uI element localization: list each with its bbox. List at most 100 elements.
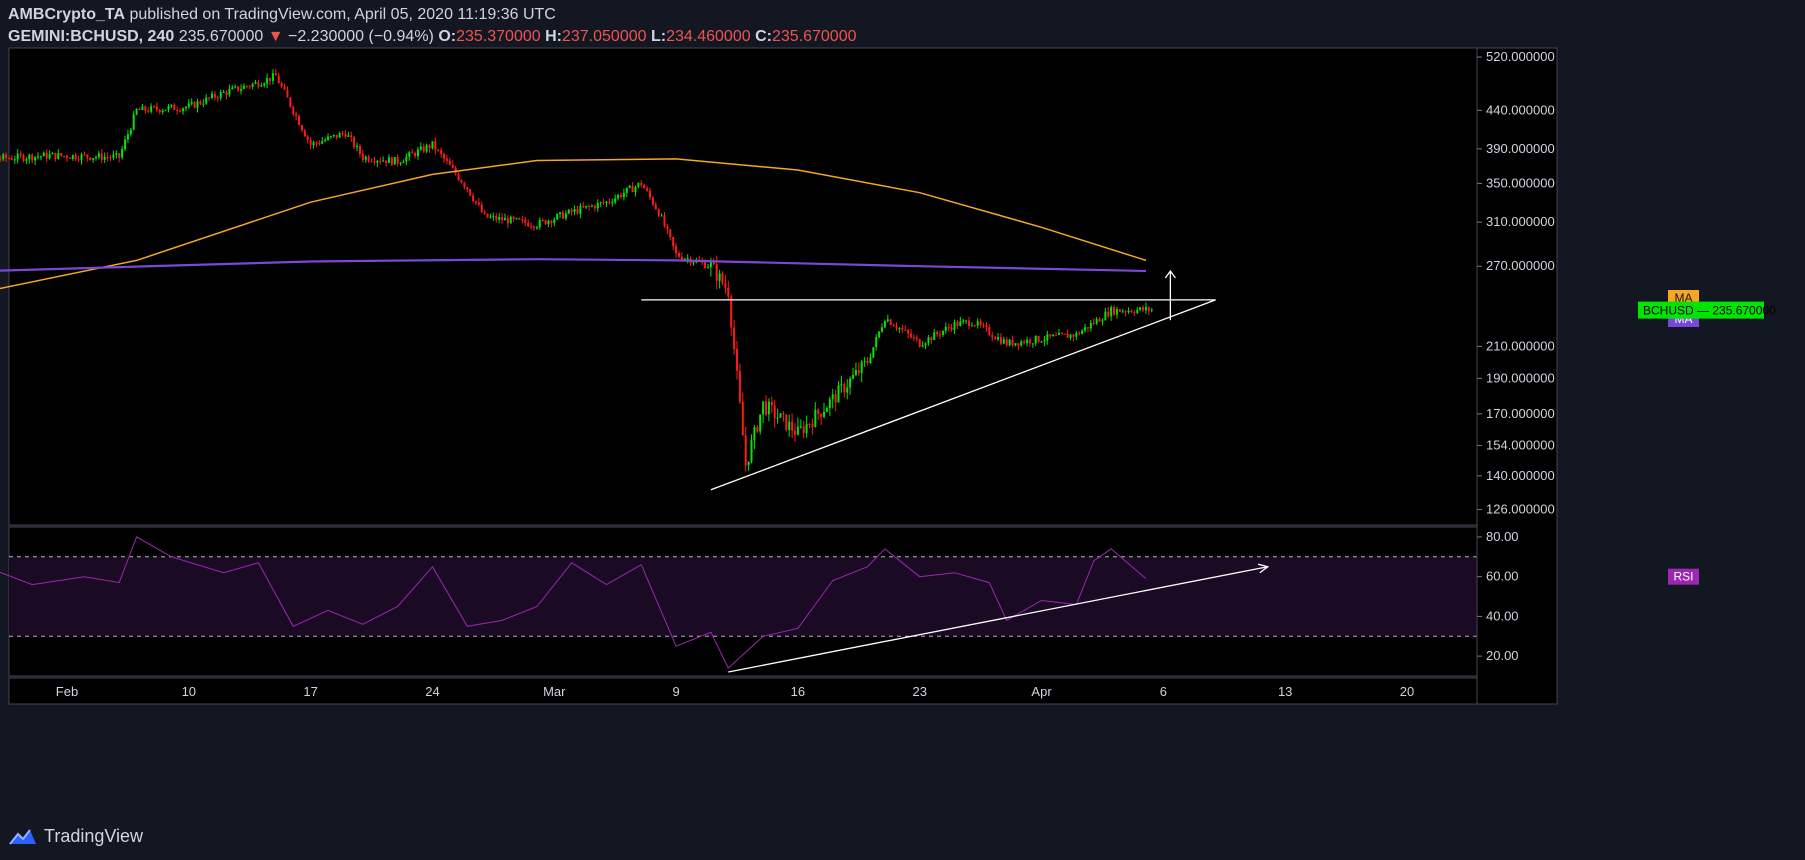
candle-body-214 [564,213,567,219]
candle-body-381 [1049,334,1052,337]
candle-body-58 [112,154,115,158]
candle-body-313 [852,374,855,379]
candle-body-297 [805,423,808,434]
candle-body-325 [886,319,889,322]
candle-body-236 [628,185,631,188]
candle-body-109 [260,85,263,87]
candle-body-103 [242,85,245,89]
candle-body-159 [405,156,408,162]
candle-body-352 [965,320,968,322]
candle-body-249 [666,226,669,230]
candle-body-181 [469,189,472,196]
candle-body-237 [631,185,634,192]
candle-body-192 [501,217,504,221]
symbol-label[interactable]: GEMINI:BCHUSD, 240 [8,28,175,45]
candle-body-150 [379,160,382,162]
candle-body-395 [1089,323,1092,329]
candle-body-400 [1104,311,1107,321]
candle-body-110 [263,83,266,86]
candle-body-68 [141,106,144,110]
candle-body-168 [431,141,434,149]
price-tick-label-8: 170.000000 [1486,406,1555,421]
candle-body-369 [1014,343,1017,346]
candle-body-149 [376,160,379,163]
candle-body-224 [593,205,596,209]
candle-body-287 [776,417,779,419]
time-tick-label-3: 24 [425,684,439,699]
time-tick-label-7: 23 [912,684,926,699]
candle-body-108 [257,82,260,87]
candle-body-107 [254,82,257,84]
candle-body-340 [930,337,933,341]
candle-body-183 [474,200,477,203]
candle-body-265 [712,262,715,265]
candle-body-263 [706,267,709,269]
candle-body-356 [976,321,979,326]
candle-body-239 [637,182,640,187]
candle-body-271 [730,296,733,328]
candle-body-120 [292,106,295,114]
candle-body-134 [332,134,335,137]
rsi-trend-arrow [728,566,1268,673]
candle-body-241 [643,185,646,189]
time-tick-label-6: 16 [791,684,805,699]
candle-body-326 [889,319,892,325]
candle-body-82 [182,108,185,112]
candle-body-69 [144,106,147,111]
candle-body-231 [614,198,617,203]
candle-body-91 [208,97,211,99]
time-tick-label-9: 6 [1160,684,1167,699]
candle-body-157 [399,163,402,165]
candle-body-40 [60,153,63,156]
candle-body-285 [770,401,773,406]
candle-body-51 [92,158,95,160]
candle-body-200 [524,219,527,223]
candle-body-135 [335,134,338,138]
tradingview-logo-icon[interactable] [8,828,38,846]
candle-body-411 [1136,309,1139,314]
candle-body-106 [251,83,254,87]
candle-body-79 [173,104,176,110]
ma-fast-tag: MA [1675,291,1693,305]
chart-canvas[interactable]: 520.000000 440.000000 390.000000 350.000000… [0,0,1805,820]
candle-body-113 [271,73,274,81]
price-tick-label-1: 440.000000 [1486,102,1555,117]
candle-body-327 [892,324,895,327]
candle-body-234 [622,193,625,197]
candle-body-190 [495,215,498,220]
candle-body-169 [434,141,437,150]
candle-body-410 [1133,312,1136,314]
candle-body-342 [936,332,939,335]
candle-body-243 [648,190,651,198]
candle-body-117 [283,86,286,90]
candle-body-216 [570,209,573,212]
candle-body-145 [364,156,367,160]
candle-body-87 [196,101,199,108]
candle-body-43 [68,158,71,160]
price-axis [1476,47,1558,705]
candle-body-398 [1098,318,1101,322]
candle-body-288 [779,413,782,418]
candle-body-232 [617,194,620,199]
candle-body-50 [89,157,92,160]
candle-body-254 [680,256,683,260]
candle-body-132 [327,136,330,140]
candle-body-305 [828,399,831,409]
high-label: H: [545,28,562,45]
author-name[interactable]: AMBCrypto_TA [8,6,126,23]
candle-body-250 [669,229,672,238]
candle-body-316 [860,361,863,374]
candle-body-347 [950,327,953,330]
candle-body-219 [579,206,582,214]
candle-body-26 [19,153,22,156]
footer-brand[interactable]: TradingView [44,826,144,846]
candle-body-121 [295,113,298,116]
candle-body-29 [28,154,31,160]
candle-body-206 [541,220,544,222]
candle-body-126 [309,139,312,146]
candle-body-264 [709,262,712,268]
candle-body-25 [16,153,19,160]
candle-body-283 [765,401,768,415]
time-tick-label-0: Feb [56,684,78,699]
candle-body-310 [843,384,846,393]
